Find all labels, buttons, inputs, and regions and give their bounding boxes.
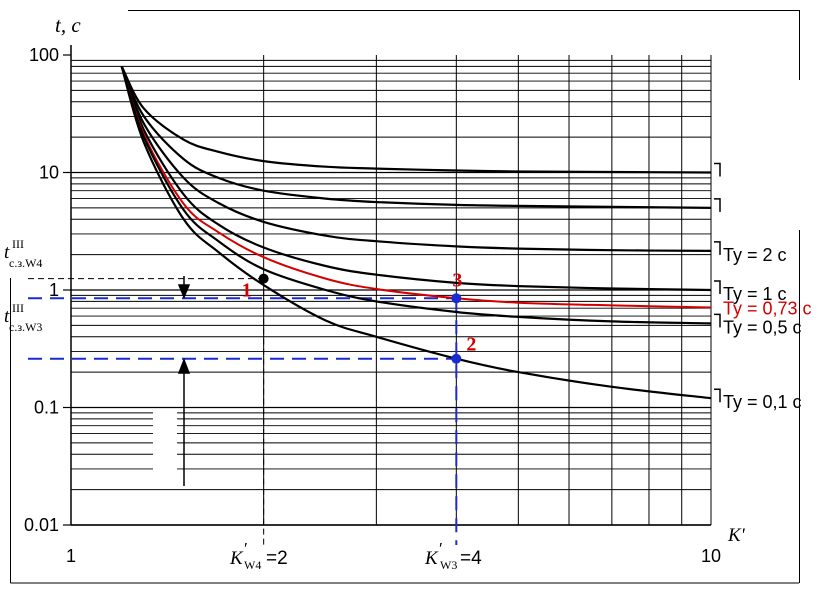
outer-frame	[10, 10, 800, 584]
series-line-3	[120, 66, 712, 292]
y-tick-label: 100	[29, 45, 59, 65]
grid-gap	[153, 408, 177, 489]
k-w3-main: K	[424, 548, 439, 569]
t-w4-main: t	[4, 242, 10, 263]
y-tick-label: 0.01	[24, 515, 59, 535]
t-w3-label: t III с.з.W3	[4, 301, 42, 334]
series-end-mark	[714, 280, 721, 294]
k-w4-prime: ′	[244, 539, 248, 558]
k-w4-value: =2	[266, 548, 288, 569]
series-label: Ty = 0,5 c	[723, 317, 802, 337]
t-w4-sup: III	[12, 237, 24, 251]
reference-lines	[28, 278, 458, 545]
t-w3-sub: с.з.W3	[9, 320, 42, 334]
k-w3-value: =4	[460, 548, 482, 569]
marked-points: 1 2 3	[242, 269, 476, 364]
series-line-0	[120, 65, 712, 174]
series-label: Ty = 2 c	[723, 245, 787, 265]
series-label: Ty = 0,73 c	[723, 298, 812, 318]
series-line-6	[120, 66, 712, 400]
y-axis-title: t, c	[55, 13, 81, 37]
series-end-mark	[714, 241, 721, 255]
t-w4-label: t III с.з.W4	[4, 237, 42, 270]
point-marker	[451, 353, 462, 364]
arrow-up-head	[177, 357, 191, 374]
x-axis-title: K'	[727, 525, 746, 546]
series-lines	[120, 65, 712, 400]
point-marker	[258, 273, 269, 284]
k-w3-prime: ′	[439, 539, 443, 558]
series-end-mark	[714, 162, 721, 177]
arrow-down-head	[177, 284, 191, 299]
series-line-1	[120, 65, 712, 209]
series-line-4	[120, 66, 712, 309]
x-tick-label: 10	[701, 546, 721, 566]
point-marker	[451, 293, 462, 304]
tick-labels: 100 10 1 0.1 0.01 1 10	[24, 45, 721, 566]
t-w3-sup: III	[12, 301, 24, 315]
point-label: 2	[466, 334, 476, 356]
x-tick-label: 1	[66, 546, 76, 566]
k-w3-label: K ′ W3 =4	[424, 539, 482, 572]
series-end-mark	[714, 313, 721, 328]
point-label: 3	[452, 269, 462, 291]
k-w4-sub: W4	[244, 558, 261, 572]
point-label: 1	[242, 280, 252, 302]
y-tick-label: 0.1	[34, 398, 59, 418]
grid-gaps	[153, 408, 177, 489]
t-w3-main: t	[4, 306, 10, 327]
k-w4-label: K ′ W4 =2	[229, 539, 288, 572]
interval-arrows	[177, 276, 191, 486]
axes	[63, 45, 711, 526]
series-line-2	[120, 66, 712, 252]
y-tick-label: 10	[39, 163, 59, 183]
series-label: Ty = 0,1 c	[723, 392, 802, 412]
series-labels: Ty = 2 c Ty = 1 cTy = 0,73 cTy = 0,5 c Ty …	[714, 162, 812, 412]
y-tick-label: 1	[49, 280, 59, 300]
t-w4-sub: с.з.W4	[9, 256, 42, 270]
series-end-mark	[714, 388, 721, 403]
series-label: Ty = 1 c	[723, 284, 787, 304]
series-line-5	[120, 66, 712, 325]
k-w3-sub: W3	[440, 558, 457, 572]
series-end-mark	[714, 198, 721, 212]
k-w4-main: K	[229, 548, 244, 569]
